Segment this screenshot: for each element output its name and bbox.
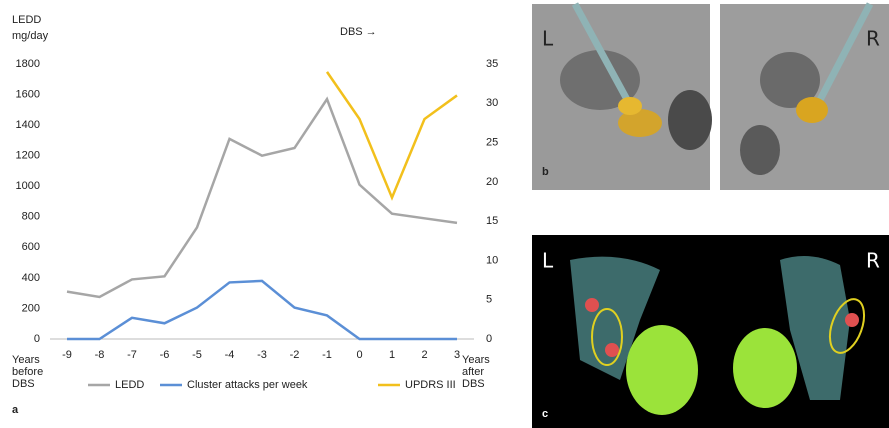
- side-label: L: [542, 27, 554, 51]
- electrode: [571, 2, 634, 107]
- side-label: L: [542, 249, 554, 273]
- y2-tick-label: 0: [486, 333, 492, 345]
- y2-tick-label: 10: [486, 254, 498, 266]
- y-tick-label: 1000: [16, 180, 40, 192]
- image-texture: [668, 90, 712, 150]
- y-tick-label: 1800: [16, 58, 40, 70]
- x-label: DBS: [462, 378, 485, 390]
- x-label: Years: [12, 354, 40, 366]
- y2-tick-label: 35: [486, 58, 498, 70]
- panel-label: b: [542, 166, 549, 178]
- y2-tick-label: 25: [486, 136, 498, 148]
- y-label: mg/day: [12, 30, 49, 42]
- x-tick-label: -8: [95, 349, 105, 361]
- x-tick-label: -7: [127, 349, 137, 361]
- nucleus: [733, 328, 797, 408]
- y-tick-label: 800: [22, 211, 40, 223]
- x-tick-label: -5: [192, 349, 202, 361]
- highlight: [828, 298, 866, 354]
- legend-label: UPDRS III: [405, 379, 456, 391]
- vta: [605, 343, 619, 357]
- x-tick-label: -1: [322, 349, 332, 361]
- x-label: before: [12, 366, 43, 378]
- vta: [845, 313, 859, 327]
- y2-tick-label: 20: [486, 176, 498, 188]
- y-tick-label: 1400: [16, 119, 40, 131]
- annotation: DBS →: [340, 26, 377, 38]
- image-texture: [760, 52, 820, 108]
- x-label: after: [462, 366, 484, 378]
- y-tick-label: 0: [34, 333, 40, 345]
- y2-tick-label: 30: [486, 97, 498, 109]
- y2-tick-label: 5: [486, 294, 492, 306]
- image-texture: [560, 50, 640, 110]
- image-texture: [740, 125, 780, 175]
- panel-label: a: [12, 404, 19, 416]
- nucleus: [780, 256, 850, 400]
- x-tick-label: -4: [225, 349, 235, 361]
- x-tick-label: 0: [356, 349, 362, 361]
- side-label: R: [866, 27, 880, 51]
- y-label: LEDD: [12, 14, 41, 26]
- highlight: [591, 308, 623, 366]
- x-tick-label: -3: [257, 349, 267, 361]
- y-tick-label: 1600: [16, 88, 40, 100]
- panel-label: c: [542, 408, 548, 420]
- side-label: R: [866, 249, 880, 273]
- x-tick-label: -6: [160, 349, 170, 361]
- x-tick-label: -2: [290, 349, 300, 361]
- legend-label: Cluster attacks per week: [187, 379, 308, 391]
- x-tick-label: 2: [421, 349, 427, 361]
- series-line: [325, 71, 458, 201]
- x-label: Years: [462, 354, 490, 366]
- vta: [618, 97, 642, 115]
- y2-tick-label: 15: [486, 215, 498, 227]
- legend-label: LEDD: [115, 379, 144, 391]
- y-tick-label: 600: [22, 241, 40, 253]
- y-tick-label: 200: [22, 302, 40, 314]
- series-line: [66, 96, 458, 299]
- x-tick-label: 3: [454, 349, 460, 361]
- x-tick-label: 1: [389, 349, 395, 361]
- x-tick-label: -9: [62, 349, 72, 361]
- series-line: [67, 279, 457, 341]
- nucleus: [626, 325, 698, 415]
- vta: [618, 109, 662, 137]
- y-tick-label: 400: [22, 272, 40, 284]
- vta: [585, 298, 599, 312]
- vta: [796, 97, 828, 123]
- electrode: [816, 2, 874, 102]
- x-label: DBS: [12, 378, 35, 390]
- y-tick-label: 1200: [16, 150, 40, 162]
